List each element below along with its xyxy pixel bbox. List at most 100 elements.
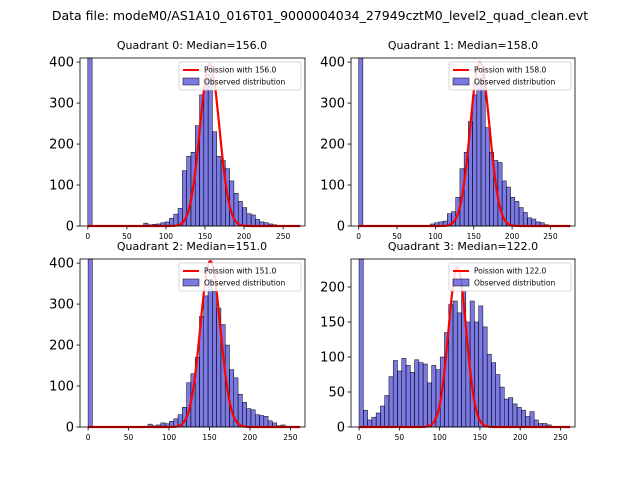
histogram-bar [482,326,488,428]
histogram-bar [87,57,93,227]
x-tick-label: 50 [122,232,132,241]
legend-label-observed: Observed distribution [204,279,285,288]
chart-title: Quadrant 0: Median=156.0 [117,39,267,52]
legend-label-observed: Observed distribution [474,279,555,288]
histogram-bar [495,374,501,428]
histogram-bar [212,131,217,227]
chart-quadrant-2: Quadrant 2: Median=151.0 0 100 200 300 400 0 5… [49,240,306,442]
histogram-bar [485,127,490,227]
y-tick-label: 0 [66,421,74,436]
histogram-bar [521,409,526,428]
histogram-bar [358,57,364,227]
axes: 0 100 200 300 400 0 50 100 150 200 250 [320,56,576,241]
y-tick-label: 300 [320,97,345,112]
chart-title: Quadrant 3: Median=122.0 [388,240,538,253]
y-tick-label: 100 [320,351,345,366]
legend-label-poisson: Poission with 122.0 [474,267,547,276]
x-tick-label: 200 [237,232,252,241]
y-tick-label: 300 [49,298,74,313]
legend-label-poisson: Poission with 156.0 [204,66,277,75]
histogram-bar [246,213,252,227]
legend: Poission with 151.0 Observed distributio… [178,262,302,292]
histogram-bar [410,372,415,428]
histogram-bar [207,74,213,227]
x-tick-label: 0 [356,232,361,241]
histogram-bar [418,362,424,428]
histogram-bar [358,258,364,428]
x-tick-label: 100 [432,433,447,442]
x-tick-label: 150 [202,433,217,442]
chart-quadrant-1: Quadrant 1: Median=158.0 0 100 200 300 400 0 5… [320,39,576,241]
legend-observed-patch [452,278,470,287]
histogram-bar [237,201,243,227]
histogram-bar [405,365,411,428]
histogram-bar [516,407,522,428]
histogram-bar [527,217,532,227]
y-tick-label: 200 [49,339,74,354]
histogram-bar [510,197,516,227]
histogram-bar [469,300,475,428]
x-tick-label: 250 [553,433,568,442]
x-tick-label: 250 [543,232,558,241]
histogram-bar [371,416,377,428]
figure-title: Data file: modeM0/AS1A10_016T01_90000040… [52,8,588,23]
x-tick-label: 100 [162,433,177,442]
y-tick-label: 200 [320,138,345,153]
histogram-bar [514,201,520,227]
histogram-bar [508,397,514,428]
legend-frame [178,262,302,292]
chart-title: Quadrant 1: Median=158.0 [388,39,538,52]
axes: 0 100 200 300 400 0 50 100 150 200 250 [49,56,306,241]
x-tick-label: 150 [467,232,482,241]
x-tick-label: 50 [392,232,402,241]
y-tick-label: 100 [320,179,345,194]
chart-title: Quadrant 2: Median=151.0 [117,240,267,253]
legend-label-poisson: Poission with 158.0 [474,66,547,75]
histogram-bar [457,312,462,428]
y-tick-label: 300 [49,97,74,112]
histogram-bars [358,258,561,428]
x-tick-label: 200 [505,232,520,241]
x-tick-label: 50 [395,433,405,442]
histogram-bar [363,409,368,428]
histogram-bar [414,359,420,428]
axes-frame [79,258,306,428]
histogram-bar [250,409,256,428]
histogram-bar [246,408,252,428]
histogram-bar [254,414,260,428]
histogram-bar [529,411,535,428]
histogram-bar [401,358,407,428]
histogram-bar [486,353,492,428]
chart-quadrant-0: Quadrant 0: Median=156.0 0 100 200 300 400 0 5… [49,39,306,241]
x-tick-label: 200 [513,433,528,442]
histogram-bar [242,402,247,428]
histogram-bar [427,382,432,428]
y-tick-label: 200 [49,138,74,153]
axes: 0 100 200 300 400 0 50 100 150 200 250 [49,257,306,442]
histogram-bar [491,362,496,428]
histogram-bar [497,162,503,227]
x-tick-label: 150 [473,433,488,442]
y-tick-label: 400 [49,56,74,71]
histogram-bar [422,363,428,428]
histogram-bar [397,370,403,428]
x-tick-label: 250 [276,232,291,241]
histogram-bar [380,405,385,428]
histogram-bar [259,415,265,428]
histogram-bar [478,305,484,428]
histogram-bar [375,412,381,428]
histogram-bar [388,376,394,428]
x-tick-label: 100 [159,232,174,241]
y-tick-label: 100 [49,179,74,194]
y-tick-label: 150 [320,316,345,331]
legend-frame [448,61,572,91]
histogram-bar [518,207,524,227]
y-tick-label: 200 [320,281,345,296]
histogram-bar [242,207,248,227]
y-tick-label: 0 [337,421,345,436]
x-tick-label: 0 [86,433,91,442]
histogram-bar [87,258,93,428]
legend: Poission with 156.0 Observed distributio… [178,61,302,91]
histogram-bar [480,74,486,227]
legend-label-poisson: Poission with 151.0 [204,267,277,276]
